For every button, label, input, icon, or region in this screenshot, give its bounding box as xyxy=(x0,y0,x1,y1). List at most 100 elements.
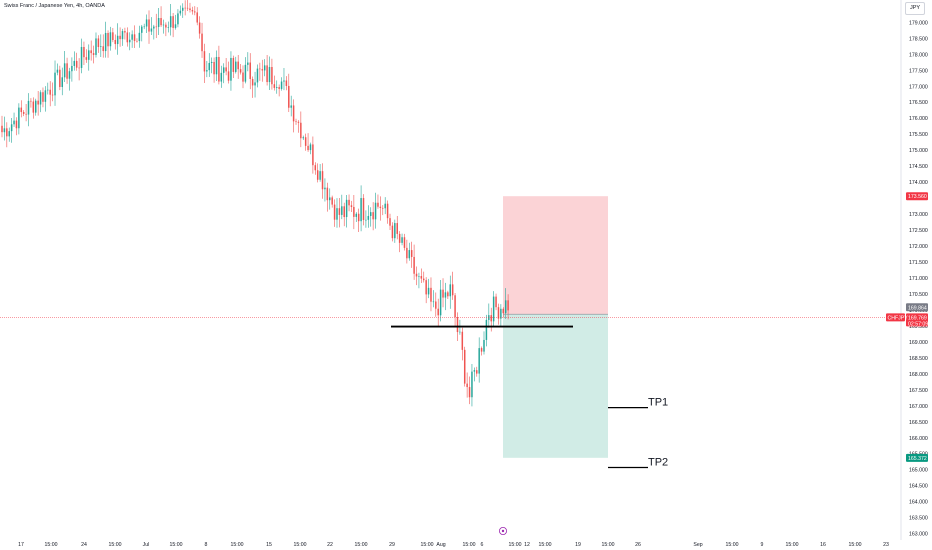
price-tick-label: 174.500 xyxy=(909,164,928,170)
candle xyxy=(379,196,382,221)
candle xyxy=(184,0,186,16)
price-tick-label: 177.000 xyxy=(909,84,928,90)
candle xyxy=(326,182,329,212)
take-profit-annotations: TP1 TP2 xyxy=(608,397,668,469)
position-zones xyxy=(503,196,608,458)
candle xyxy=(157,8,160,35)
candle xyxy=(500,304,502,327)
candle xyxy=(49,81,51,107)
target-price: 165.372 xyxy=(908,456,927,462)
candle xyxy=(259,62,261,81)
candle xyxy=(338,197,341,228)
candle xyxy=(230,51,232,91)
candle xyxy=(336,198,338,228)
candle xyxy=(112,27,114,43)
time-tick-label: 15:00 xyxy=(602,542,615,548)
candle xyxy=(22,110,25,117)
candle xyxy=(138,25,141,48)
candle xyxy=(369,207,372,227)
candle xyxy=(206,61,208,78)
candle xyxy=(136,38,138,43)
price-tick-label: 170.500 xyxy=(909,292,928,298)
profit-zone[interactable] xyxy=(503,314,608,458)
candle xyxy=(210,57,213,74)
time-tick-label: 15:00 xyxy=(786,542,799,548)
tp2-label[interactable]: TP2 xyxy=(648,457,668,469)
candle xyxy=(394,219,396,243)
events-marker[interactable] xyxy=(498,527,507,536)
candle xyxy=(476,366,478,377)
candle xyxy=(295,118,297,125)
candle xyxy=(10,118,13,143)
candle xyxy=(145,14,148,33)
price-tick-label: 176.500 xyxy=(909,100,928,106)
time-tick-label: 12 xyxy=(524,542,530,548)
candle xyxy=(447,290,449,299)
candle xyxy=(324,178,326,202)
candle xyxy=(235,56,237,74)
candle xyxy=(297,120,300,133)
time-tick-label: 15:00 xyxy=(421,542,434,548)
candle xyxy=(141,24,143,42)
candle xyxy=(268,56,271,91)
candle xyxy=(167,21,170,33)
currency-button[interactable]: JPY xyxy=(905,2,925,15)
candle xyxy=(179,5,182,16)
candle xyxy=(177,9,179,28)
candle xyxy=(329,188,331,210)
candle xyxy=(220,65,223,88)
time-tick-label: Aug xyxy=(436,542,445,548)
candle xyxy=(449,275,452,309)
candle xyxy=(13,112,15,127)
tp1-label[interactable]: TP1 xyxy=(648,397,668,409)
candle xyxy=(374,192,377,229)
candle xyxy=(490,307,492,332)
candle xyxy=(71,57,73,82)
candle xyxy=(423,271,425,283)
candlestick-series xyxy=(1,0,509,407)
candle xyxy=(59,65,61,91)
candle xyxy=(261,59,264,82)
time-tick-label: 15:00 xyxy=(109,542,122,548)
candle xyxy=(492,291,495,327)
time-tick-label: 16 xyxy=(820,542,826,548)
symbol-badge xyxy=(886,313,905,322)
candle xyxy=(54,60,56,106)
candle xyxy=(104,21,107,58)
candle xyxy=(148,10,150,44)
candle xyxy=(384,197,386,215)
candle xyxy=(249,53,251,90)
time-tick-label: 15:00 xyxy=(45,542,58,548)
candle xyxy=(88,44,90,71)
candle xyxy=(165,22,167,37)
candle xyxy=(160,6,162,28)
candle xyxy=(25,103,27,122)
candle xyxy=(495,293,497,311)
time-tick-label: 6 xyxy=(481,542,484,548)
time-tick-label: 15:00 xyxy=(231,542,244,548)
candle xyxy=(415,266,418,286)
price-tick-label: 164.500 xyxy=(909,484,928,490)
candle xyxy=(471,364,473,407)
candle xyxy=(1,115,3,138)
time-axis[interactable]: 17 15:00 24 15:00 Jul 15:00 8 15:00 15 15:00 22 15:… xyxy=(18,542,889,548)
candle xyxy=(420,268,423,284)
candle xyxy=(124,27,126,40)
price-tick-label: 167.000 xyxy=(909,404,928,410)
candle xyxy=(182,3,184,18)
candle xyxy=(435,292,437,317)
candle xyxy=(309,142,312,155)
candle xyxy=(51,82,54,102)
candle xyxy=(73,51,76,71)
time-tick-label: 8 xyxy=(205,542,208,548)
candle xyxy=(150,17,153,36)
candle xyxy=(256,64,259,88)
time-tick-label: Sep xyxy=(693,542,702,548)
candle xyxy=(114,34,117,50)
event-icon xyxy=(501,529,505,533)
candle xyxy=(109,26,112,51)
candle xyxy=(463,346,466,387)
stop-loss-zone[interactable] xyxy=(503,196,608,315)
candle xyxy=(304,133,307,151)
